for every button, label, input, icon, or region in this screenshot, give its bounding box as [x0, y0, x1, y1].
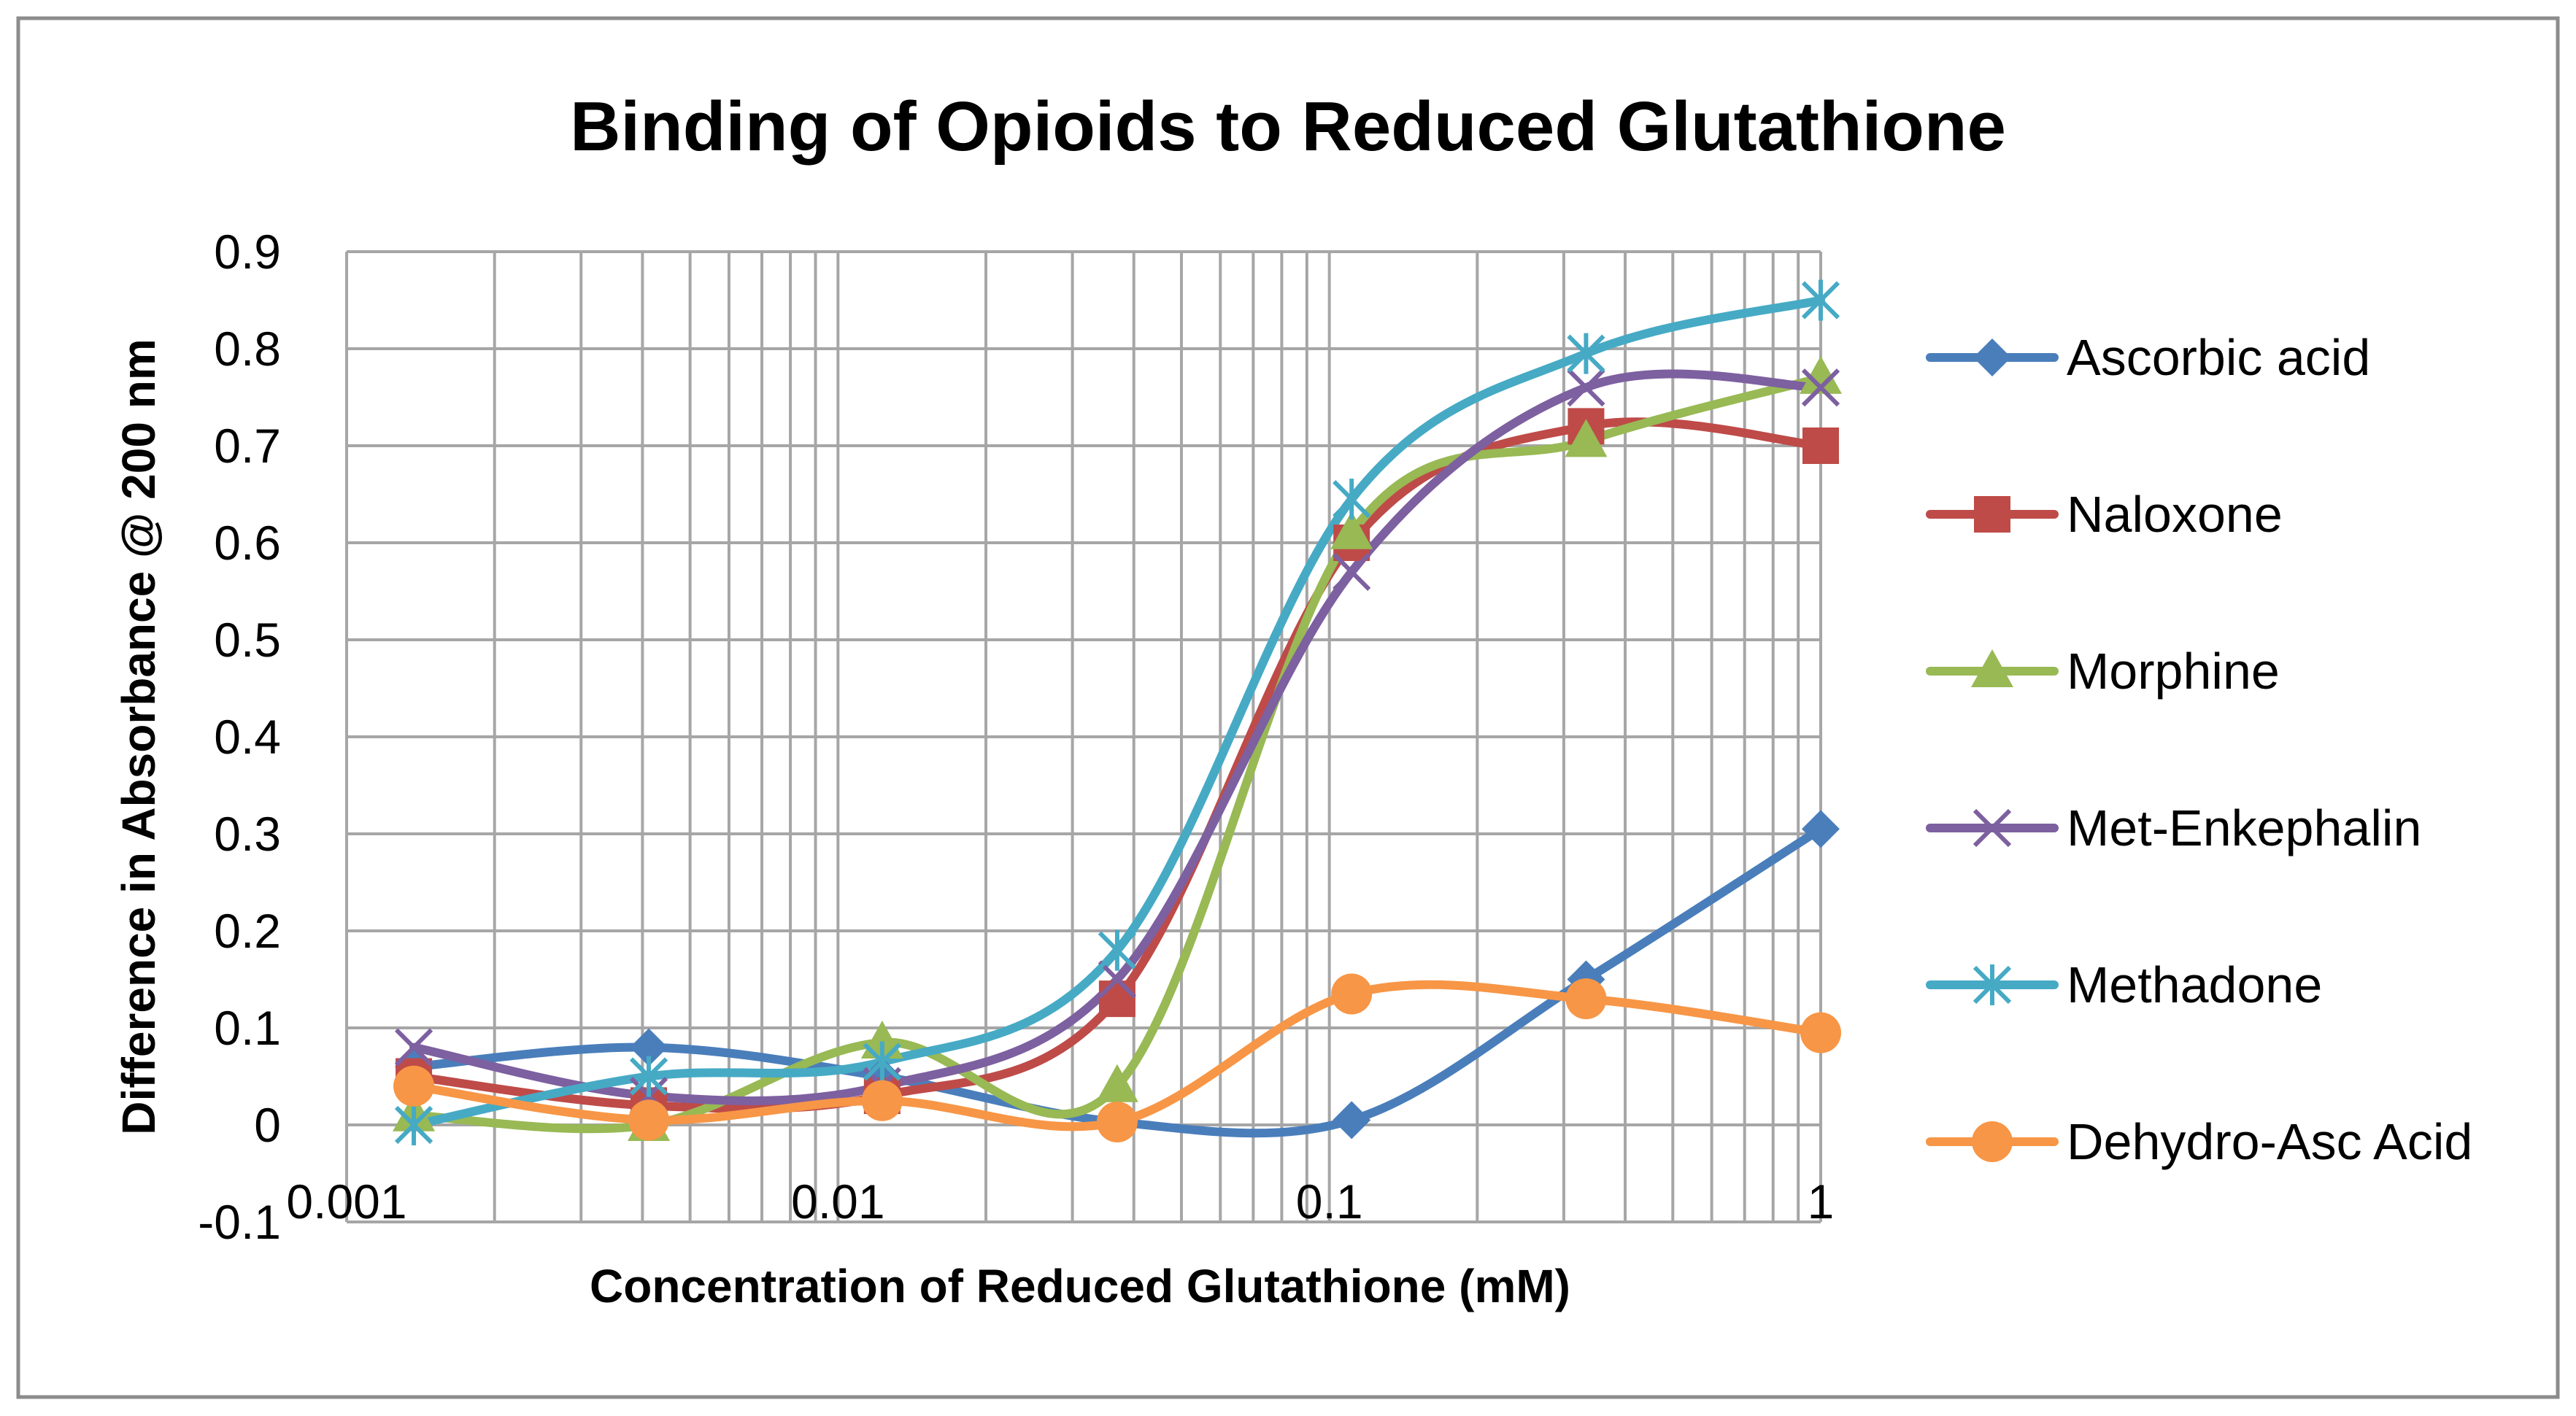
data-point-methadone	[1098, 929, 1137, 971]
data-point-ascorbic-acid	[1802, 810, 1840, 848]
legend-label: Met-Enkephalin	[2067, 800, 2421, 856]
legend-marker	[1974, 496, 2010, 533]
data-point-met-enkephalin	[1801, 368, 1840, 407]
data-point-morphine	[1095, 1064, 1138, 1102]
data-point-dehydro-asc-acid	[1096, 1102, 1138, 1143]
legend-item-ascorbic-acid: Ascorbic acid	[1926, 329, 2370, 386]
data-point-met-enkephalin	[1567, 368, 1605, 407]
data-point-met-enkephalin	[394, 1028, 433, 1067]
data-point-morphine	[1330, 511, 1373, 549]
data-point-morphine	[1800, 355, 1842, 394]
y-tick-label: -0.1	[198, 1195, 281, 1249]
data-point-methadone	[1567, 333, 1605, 374]
legend-marker	[1973, 964, 2012, 1005]
data-point-dehydro-asc-acid	[1565, 978, 1607, 1020]
legend-marker	[1973, 808, 2012, 848]
chart-title: Binding of Opioids to Reduced Glutathion…	[570, 88, 2006, 166]
data-point-dehydro-asc-acid	[1800, 1012, 1841, 1053]
legend-label: Methadone	[2067, 956, 2322, 1013]
y-tick-label: 0.9	[214, 225, 281, 279]
legend-label: Ascorbic acid	[2067, 329, 2370, 386]
y-tick-label: 0.6	[214, 516, 281, 570]
legend-item-met-enkephalin: Met-Enkephalin	[1926, 800, 2421, 856]
legend-item-naloxone: Naloxone	[1926, 486, 2283, 543]
y-tick-label: 0.4	[214, 710, 281, 764]
x-tick-label: 0.001	[286, 1175, 406, 1229]
legend-marker	[1972, 1121, 2013, 1162]
data-point-ascorbic-acid	[630, 1028, 668, 1067]
y-tick-label: 0	[254, 1098, 281, 1152]
data-point-naloxone	[1098, 980, 1135, 1018]
y-tick-label: 0.7	[214, 419, 281, 473]
data-point-ascorbic-acid	[1333, 1101, 1371, 1140]
y-tick-label: 0.5	[214, 613, 281, 667]
data-point-met-enkephalin	[1333, 552, 1371, 592]
data-point-dehydro-asc-acid	[1331, 973, 1373, 1015]
legend-label: Naloxone	[2067, 486, 2283, 543]
y-tick-label: 0.3	[214, 807, 281, 861]
y-tick-label: 0.2	[214, 904, 281, 958]
legend-item-methadone: Methadone	[1926, 956, 2322, 1013]
legend-marker	[1971, 649, 2013, 687]
data-point-dehydro-asc-acid	[628, 1099, 670, 1141]
legend-label: Dehydro-Asc Acid	[2067, 1113, 2472, 1170]
x-axis-title: Concentration of Reduced Glutathione (mM…	[590, 1260, 1570, 1312]
x-tick-label: 0.01	[791, 1175, 884, 1229]
data-point-methadone	[1333, 479, 1371, 520]
y-tick-label: 0.1	[214, 1001, 281, 1055]
x-tick-label: 0.1	[1296, 1175, 1363, 1229]
data-point-methadone	[629, 1056, 668, 1097]
data-point-methadone	[863, 1041, 901, 1083]
y-axis-title: Difference in Absorbance @ 200 nm	[112, 338, 165, 1134]
data-point-morphine	[1565, 419, 1608, 457]
data-point-dehydro-asc-acid	[393, 1065, 435, 1107]
data-point-dehydro-asc-acid	[861, 1080, 903, 1121]
legend-item-dehydro-asc-acid: Dehydro-Asc Acid	[1926, 1113, 2472, 1170]
data-point-naloxone	[1802, 427, 1839, 464]
chart-frame	[16, 16, 2560, 1399]
legend-marker	[1973, 338, 2011, 376]
tick-layer: -0.1 0 0.1 0.2 0.3 0.4 0.5 0.6 0.7 0.8 0.9 0.001 0.0…	[198, 225, 1834, 1249]
data-point-met-enkephalin	[1098, 960, 1137, 999]
y-tick-label: 0.8	[214, 322, 281, 376]
legend-item-morphine: Morphine	[1926, 643, 2280, 700]
x-tick-label: 1	[1808, 1175, 1835, 1229]
series-line-methadone	[409, 295, 1825, 1129]
legend: Ascorbic acid Naloxone Morphine Met-Enkepha…	[1926, 329, 2472, 1170]
grid-layer	[345, 250, 1822, 1223]
legend-label: Morphine	[2067, 643, 2280, 700]
marker-layer	[393, 279, 1842, 1145]
data-point-methadone	[1801, 279, 1840, 321]
data-point-methadone	[394, 1104, 433, 1145]
